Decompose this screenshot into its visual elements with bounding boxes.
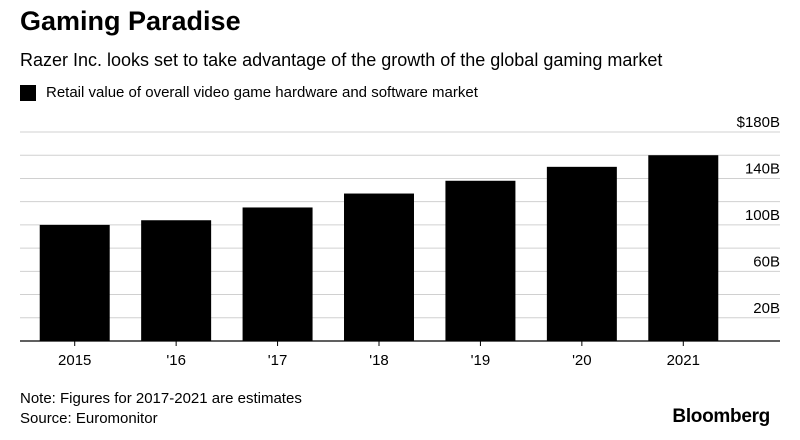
source-note: Source: Euromonitor bbox=[20, 410, 158, 427]
x-tick-label: '18 bbox=[369, 352, 389, 369]
legend-swatch bbox=[20, 84, 36, 101]
bar bbox=[648, 155, 719, 341]
x-tick-label: '17 bbox=[268, 352, 288, 369]
footnote: Note: Figures for 2017-2021 are estimate… bbox=[20, 390, 302, 407]
bloomberg-logo: Bloomberg bbox=[672, 406, 770, 427]
bars bbox=[39, 155, 719, 341]
bar bbox=[39, 224, 110, 341]
chart-title: Gaming Paradise bbox=[20, 6, 241, 36]
bar bbox=[242, 207, 313, 341]
x-tick-label: 2015 bbox=[58, 352, 91, 369]
x-axis-ticks: 2015 '16 '17 '18 '19 '20 2021 bbox=[58, 341, 700, 369]
bar bbox=[344, 193, 414, 341]
chart-subtitle: Razer Inc. looks set to take advantage o… bbox=[20, 50, 663, 70]
x-tick-label: 2021 bbox=[667, 352, 700, 369]
bar bbox=[546, 166, 617, 341]
x-tick-label: '20 bbox=[572, 352, 592, 369]
y-tick-label: 20B bbox=[753, 300, 780, 317]
y-tick-label: 100B bbox=[745, 207, 780, 224]
y-axis-ticks: 20B 60B 100B 140B $180B bbox=[737, 114, 780, 317]
x-tick-label: '19 bbox=[471, 352, 491, 369]
bar bbox=[141, 220, 212, 341]
legend: Retail value of overall video game hardw… bbox=[20, 84, 478, 101]
x-tick-label: '16 bbox=[166, 352, 186, 369]
legend-label: Retail value of overall video game hardw… bbox=[46, 84, 478, 101]
bar bbox=[445, 180, 516, 341]
y-tick-label: 60B bbox=[753, 253, 780, 270]
y-tick-label: 140B bbox=[745, 160, 780, 177]
y-tick-label: $180B bbox=[737, 114, 780, 131]
